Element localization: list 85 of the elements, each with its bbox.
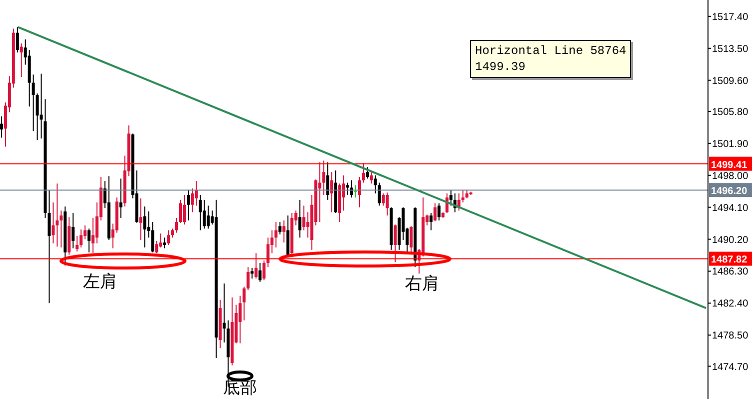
candlestick [52, 202, 55, 244]
candlestick [178, 199, 182, 224]
candlestick [438, 202, 441, 221]
candlestick [394, 224, 397, 263]
candlestick [282, 220, 286, 244]
candlestick [72, 212, 75, 249]
candlestick [32, 74, 35, 132]
candlestick [16, 26, 19, 53]
candlestick [378, 182, 381, 206]
candlestick [198, 194, 202, 231]
candlestick [302, 205, 306, 231]
ref-line-label: 1487.82 [711, 254, 748, 266]
candlestick [318, 162, 322, 223]
candlestick [155, 240, 158, 254]
candlestick [386, 192, 389, 216]
candlestick [342, 174, 346, 212]
candlestick [91, 217, 94, 254]
candlestick [346, 182, 350, 196]
candlestick [167, 230, 170, 246]
candlestick [182, 194, 186, 225]
candlestick [151, 222, 154, 253]
candlestick [370, 172, 373, 184]
candlestick [434, 202, 437, 222]
candlestick [222, 282, 226, 343]
candlestick [430, 212, 433, 231]
candlestick [190, 188, 194, 213]
candlestick [358, 176, 361, 208]
candlestick [242, 286, 246, 321]
candlestick [206, 205, 210, 230]
candlestick [266, 237, 270, 268]
candlestick [20, 42, 23, 78]
candlestick [194, 180, 198, 206]
candlestick [238, 295, 242, 344]
candlestick [40, 73, 43, 139]
candlestick [254, 252, 258, 280]
candlestick [322, 160, 326, 196]
candlestick [362, 162, 365, 184]
candlestick [449, 190, 452, 206]
y-tick-label: 1517.40 [712, 12, 749, 23]
candlestick [0, 116, 3, 138]
candlestick [278, 222, 282, 235]
candlestick [143, 206, 146, 248]
y-tick-label: 1498.00 [712, 170, 749, 182]
candlestick [298, 199, 302, 238]
candlestick [326, 162, 330, 200]
candlestick [163, 237, 166, 249]
candlestick [60, 210, 63, 248]
candlestick [262, 260, 266, 281]
candlestick [80, 228, 83, 248]
y-tick-label: 1478.50 [712, 330, 749, 342]
ref-line-label: 1499.41 [711, 160, 748, 171]
ref-line-label: 1496.20 [711, 186, 748, 198]
annotation: 右肩 [405, 274, 439, 294]
y-tick-label: 1509.60 [712, 76, 749, 87]
candlestick [374, 174, 377, 194]
candlestick [274, 222, 278, 248]
candlestick [139, 198, 142, 241]
y-tick-label: 1482.40 [712, 298, 749, 310]
candlestick [246, 266, 250, 291]
y-tick-label: 1486.30 [712, 266, 749, 278]
y-tick-label: 1505.80 [712, 106, 749, 118]
candlestick [36, 92, 39, 141]
y-tick-label: 1490.20 [712, 234, 749, 246]
candlestick [366, 166, 369, 180]
y-tick-label: 1474.70 [712, 362, 749, 373]
candlestick [76, 235, 79, 252]
candlestick [119, 178, 122, 218]
candlestick [175, 217, 178, 234]
candlestick [258, 262, 262, 282]
candlestick [186, 190, 190, 221]
candlestick [354, 184, 357, 198]
candlestick [56, 183, 59, 248]
candlestick [202, 199, 206, 230]
annotation: Horizontal Line 58764 1499.39 [470, 40, 632, 78]
annotation: 左肩 [83, 272, 117, 292]
candlestick [382, 192, 385, 206]
candlestick [461, 190, 464, 203]
y-tick-label: 1513.50 [712, 44, 749, 55]
candlestick [88, 228, 91, 253]
y-tick-label: 1494.10 [712, 202, 749, 214]
candlestick [250, 267, 254, 280]
candlestick [410, 226, 413, 254]
candlestick [171, 228, 174, 238]
candlestick [330, 172, 334, 213]
y-tick-label: 1501.90 [712, 138, 749, 150]
